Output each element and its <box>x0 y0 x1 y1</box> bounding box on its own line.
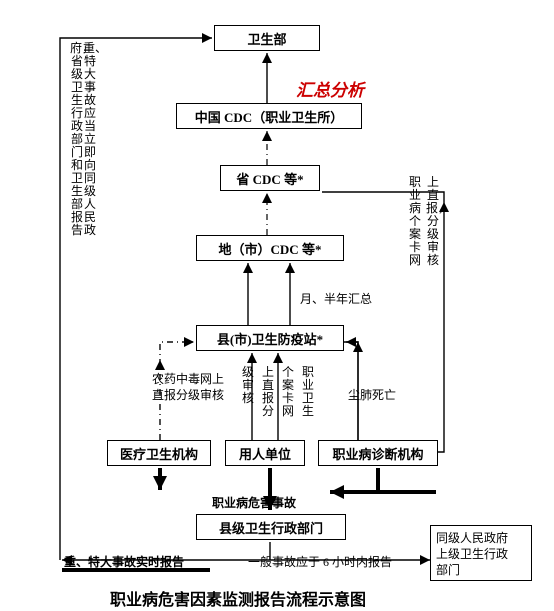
node-cdc_cn: 中国 CDC（职业卫生所） <box>176 103 362 129</box>
label-r2: 职业病个案卡网 <box>408 176 422 267</box>
node-epi: 县(市)卫生防疫站* <box>196 325 344 351</box>
label-l1: 农药中毒网上 <box>152 370 224 387</box>
label-v4: 职业卫生 <box>301 366 315 418</box>
label-r1: 上直报，分级审核 <box>426 176 440 267</box>
label-major: 重、特大事故实时报告 <box>64 553 184 570</box>
label-huizong: 汇总分析 <box>296 76 364 101</box>
node-moh: 卫生部 <box>214 25 320 51</box>
node-med: 医疗卫生机构 <box>107 440 211 466</box>
label-l2: 直报分级审核 <box>152 386 224 403</box>
node-cdc_prov: 省 CDC 等* <box>220 165 320 191</box>
diagram-title: 职业病危害因素监测报告流程示意图 <box>110 586 366 610</box>
node-gov: 同级人民政府上级卫生行政部门 <box>430 525 532 581</box>
label-midlabel: 月、半年汇总 <box>300 290 372 307</box>
label-acc: 职业病危害事故 <box>212 494 296 511</box>
label-v1: 级审核 <box>241 366 255 405</box>
node-employer: 用人单位 <box>225 440 305 466</box>
node-diag: 职业病诊断机构 <box>318 440 438 466</box>
node-county_admin: 县级卫生行政部门 <box>196 514 346 540</box>
label-dust: 尘肺死亡 <box>348 386 396 403</box>
flowchart-canvas: 职业病危害因素监测报告流程示意图 卫生部中国 CDC（职业卫生所） 省 CDC 等… <box>0 0 554 611</box>
label-v2: 上直报分 <box>261 366 275 418</box>
label-sidebar: 府，省级卫生行政部门和卫生部报告 <box>70 42 84 237</box>
label-sidebar2: 重、特大事故应当立即向同级人民政 <box>83 42 97 237</box>
label-normal: 一般事故应于 6 小时内报告 <box>248 553 392 570</box>
node-cdc_city: 地（市）CDC 等* <box>196 235 344 261</box>
label-v3: 个案卡网 <box>281 366 295 418</box>
